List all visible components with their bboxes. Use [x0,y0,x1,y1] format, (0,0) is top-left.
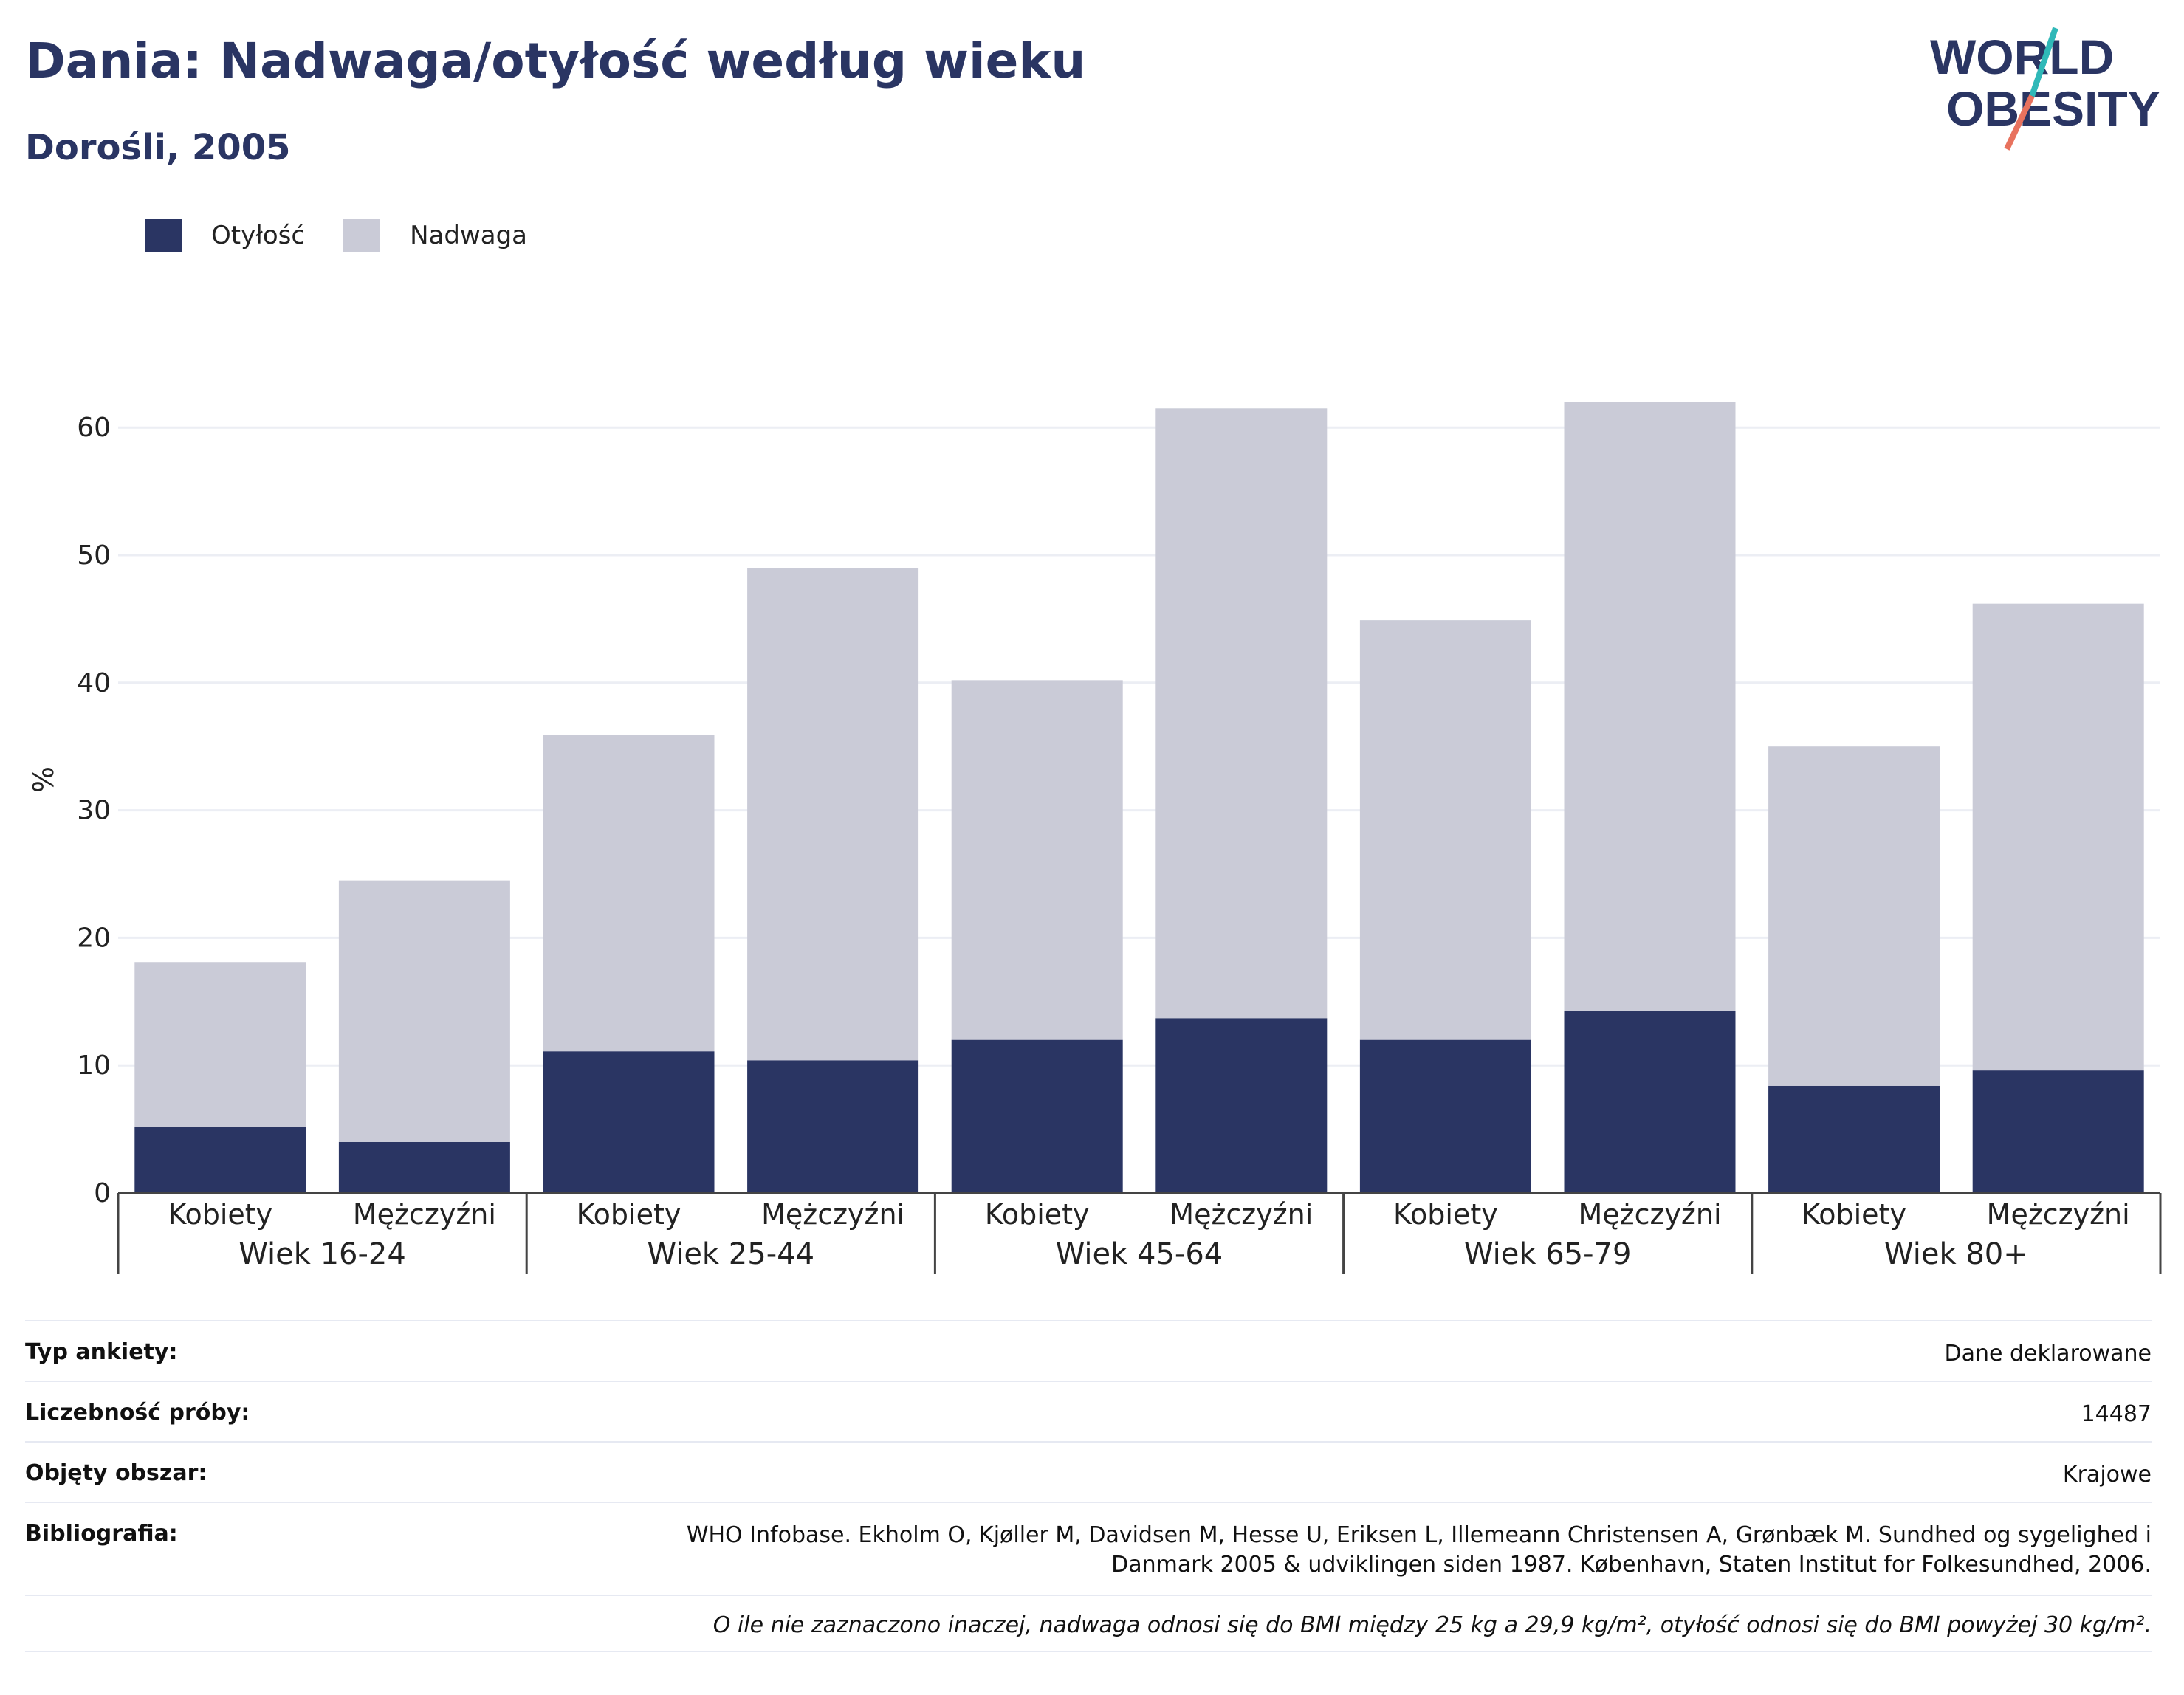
legend-swatch-overweight [343,219,381,252]
definition-note: O ile nie zaznaczono inaczej, nadwaga od… [25,1595,2152,1652]
bar-overweight [951,680,1123,1040]
bar-overweight [1359,620,1531,1040]
bar-obesity [543,1051,715,1193]
group-label: Wiek 25-44 [648,1237,815,1271]
survey-info-table: Typ ankiety: Dane deklarowane Liczebność… [25,1320,2152,1652]
y-tick-label: 40 [77,668,111,698]
bar-overweight [338,880,510,1142]
bar-obesity [134,1127,306,1193]
x-tick-label: Mężczyźni [1170,1198,1313,1231]
bibliography-line-1: WHO Infobase. Ekholm O, Kjøller M, David… [686,1522,2152,1548]
y-tick-label: 30 [77,796,111,826]
bar-overweight [1972,603,2144,1071]
logo-slash-coral [2004,94,2035,151]
x-tick-label: Kobiety [168,1198,272,1231]
chart-title: Dania: Nadwaga/otyłość według wieku [25,32,1086,89]
x-tick-label: Mężczyźni [353,1198,496,1231]
y-axis-label: % [27,766,60,793]
x-tick-label: Mężczyźni [761,1198,904,1231]
x-tick-label: Kobiety [1393,1198,1498,1231]
chart-legend: Otyłość Nadwaga [145,219,566,252]
bar-obesity [1768,1085,1940,1193]
info-label-sample-size: Liczebność próby: [25,1400,250,1426]
info-value-coverage: Krajowe [2062,1462,2152,1488]
legend-label-overweight: Nadwaga [410,221,528,250]
info-value-survey-type: Dane deklarowane [1944,1341,2152,1366]
world-obesity-logo: WORLD OBESITY [1930,27,2160,151]
y-tick-label: 50 [77,540,111,571]
legend-item-obesity[interactable]: Otyłość [145,219,305,252]
bar-obesity [1564,1010,1736,1193]
legend-label-obesity: Otyłość [211,221,306,250]
bar-obesity [1359,1039,1531,1193]
group-label: Wiek 65-79 [1464,1237,1632,1271]
info-row-sample-size: Liczebność próby: 14487 [25,1381,2152,1441]
bar-overweight [1155,408,1328,1019]
bar-obesity [338,1141,510,1193]
legend-swatch-obesity [145,219,182,252]
x-tick-label: Kobiety [985,1198,1090,1231]
info-row-coverage: Objęty obszar: Krajowe [25,1441,2152,1502]
x-tick-label: Mężczyźni [1578,1198,1721,1231]
x-tick-label: Kobiety [577,1198,681,1231]
chart-subtitle: Dorośli, 2005 [25,127,291,168]
y-tick-label: 60 [77,413,111,443]
info-label-bibliography: Bibliografia: [25,1521,178,1547]
y-tick-label: 10 [77,1051,111,1081]
legend-item-overweight[interactable]: Nadwaga [343,219,527,252]
y-tick-label: 0 [94,1178,111,1208]
x-tick-label: Mężczyźni [1987,1198,2130,1231]
info-label-survey-type: Typ ankiety: [25,1339,178,1365]
group-label: Wiek 80+ [1884,1237,2028,1271]
logo-text-obesity: OBESITY [1946,81,2160,136]
group-label: Wiek 45-64 [1056,1237,1223,1271]
bibliography-line-2: Danmark 2005 & udviklingen siden 1987. K… [1111,1552,2152,1578]
bar-overweight [1564,402,1736,1011]
info-value-bibliography: WHO Infobase. Ekholm O, Kjøller M, David… [687,1503,2152,1580]
bar-overweight [134,962,306,1127]
info-value-sample-size: 14487 [2081,1401,2152,1427]
x-tick-label: Kobiety [1802,1198,1906,1231]
bar-obesity [951,1039,1123,1193]
info-label-coverage: Objęty obszar: [25,1460,207,1486]
y-tick-label: 20 [77,923,111,953]
bar-overweight [747,568,919,1061]
bar-overweight [543,735,715,1052]
bar-chart: 0 10 20 30 40 50 60% Kobiety Mężczyźni Kobiety Męż… [27,402,2162,1274]
logo-slash-teal [2029,27,2058,97]
group-label: Wiek 16-24 [238,1237,406,1271]
bar-overweight [1768,746,1940,1086]
bar-obesity [747,1060,919,1193]
info-row-bibliography: Bibliografia: WHO Infobase. Ekholm O, Kj… [25,1502,2152,1595]
info-row-survey-type: Typ ankiety: Dane deklarowane [25,1320,2152,1381]
logo-text-world: WORLD [1930,30,2114,84]
bar-obesity [1972,1070,2144,1193]
bar-obesity [1155,1018,1328,1193]
